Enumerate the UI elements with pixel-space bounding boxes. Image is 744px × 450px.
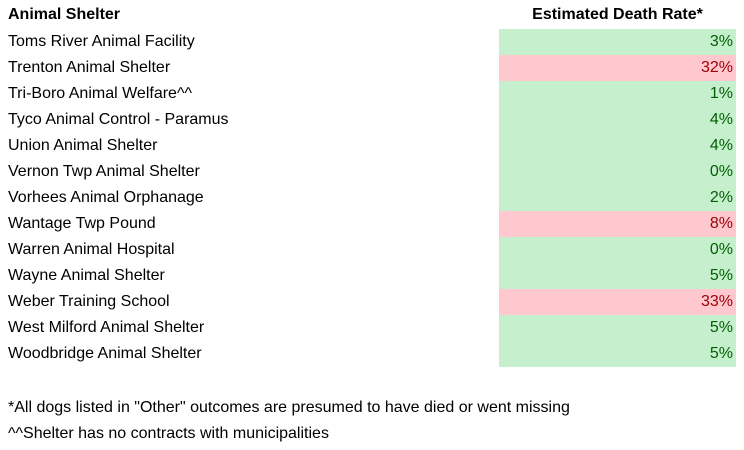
table-row: Tri-Boro Animal Welfare^^ 1% — [0, 81, 744, 107]
death-rate-cell: 2% — [499, 185, 736, 211]
table-row: Warren Animal Hospital 0% — [0, 237, 744, 263]
table-row: Wayne Animal Shelter 5% — [0, 263, 744, 289]
shelter-name: Trenton Animal Shelter — [8, 59, 171, 76]
table-row: Vorhees Animal Orphanage 2% — [0, 185, 744, 211]
shelter-name: Warren Animal Hospital — [8, 241, 175, 258]
death-rate-cell: 0% — [499, 159, 736, 185]
death-rate-cell: 3% — [499, 29, 736, 55]
death-rate-cell: 33% — [499, 289, 736, 315]
shelter-name: Woodbridge Animal Shelter — [8, 345, 202, 362]
death-rate-cell: 0% — [499, 237, 736, 263]
shelter-name: Wayne Animal Shelter — [8, 267, 165, 284]
shelter-name: Union Animal Shelter — [8, 137, 158, 154]
table-row: Union Animal Shelter 4% — [0, 133, 744, 159]
shelter-name: West Milford Animal Shelter — [8, 319, 205, 336]
table-row: West Milford Animal Shelter 5% — [0, 315, 744, 341]
death-rate-cell: 1% — [499, 81, 736, 107]
column-header-shelter: Animal Shelter — [8, 6, 121, 23]
table-row: Woodbridge Animal Shelter 5% — [0, 341, 744, 367]
shelter-name: Wantage Twp Pound — [8, 215, 156, 232]
death-rate-cell: 4% — [499, 133, 736, 159]
shelter-name: Weber Training School — [8, 293, 170, 310]
death-rate-cell: 5% — [499, 315, 736, 341]
death-rate-cell: 8% — [499, 211, 736, 237]
death-rate-cell: 32% — [499, 55, 736, 81]
table-row: Tyco Animal Control - Paramus 4% — [0, 107, 744, 133]
shelter-table: Toms River Animal Facility 3% Trenton Anim… — [0, 29, 744, 367]
footnote-no-contracts: ^^Shelter has no contracts with municipa… — [8, 425, 329, 442]
shelter-name: Vorhees Animal Orphanage — [8, 189, 204, 206]
shelter-name: Tri-Boro Animal Welfare^^ — [8, 85, 192, 102]
table-row: Weber Training School 33% — [0, 289, 744, 315]
death-rate-cell: 5% — [499, 263, 736, 289]
death-rate-cell: 5% — [499, 341, 736, 367]
column-header-death-rate: Estimated Death Rate* — [532, 6, 703, 23]
table-row: Wantage Twp Pound 8% — [0, 211, 744, 237]
shelter-name: Tyco Animal Control - Paramus — [8, 111, 229, 128]
shelter-name: Vernon Twp Animal Shelter — [8, 163, 200, 180]
death-rate-cell: 4% — [499, 107, 736, 133]
shelter-name: Toms River Animal Facility — [8, 33, 195, 50]
table-row: Vernon Twp Animal Shelter 0% — [0, 159, 744, 185]
footnote-other-outcomes: *All dogs listed in "Other" outcomes are… — [8, 399, 570, 416]
table-row: Trenton Animal Shelter 32% — [0, 55, 744, 81]
table-row: Toms River Animal Facility 3% — [0, 29, 744, 55]
